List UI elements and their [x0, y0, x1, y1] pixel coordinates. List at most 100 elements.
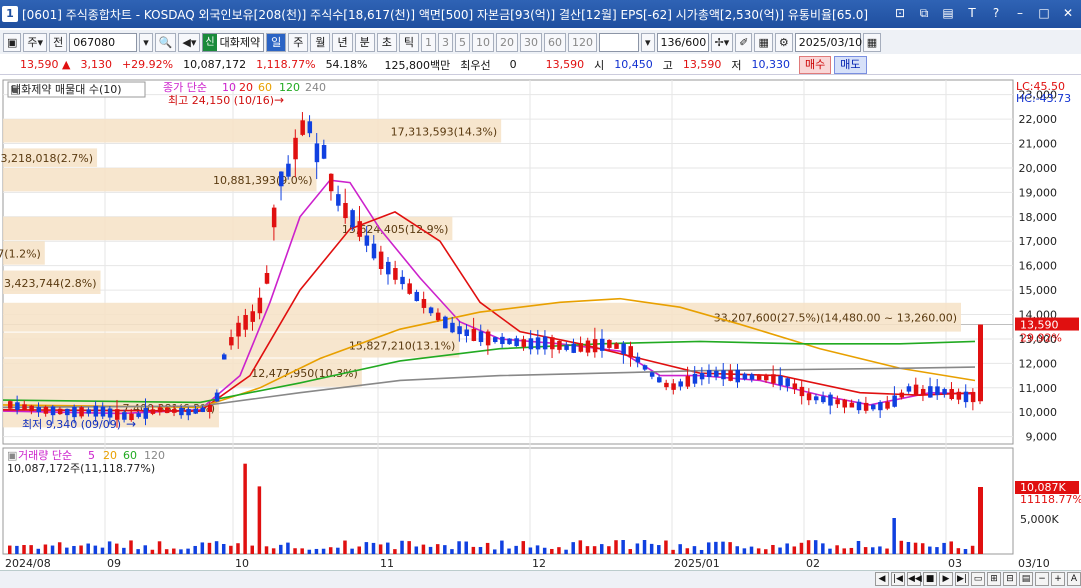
stock-name-field[interactable]: 신 대화제약 — [202, 32, 265, 52]
save-icon[interactable]: ▦ — [754, 32, 773, 52]
candle-body — [364, 235, 370, 246]
candle-body — [214, 392, 220, 402]
draw-tool-icon[interactable]: ✐ — [735, 32, 753, 52]
search-icon[interactable]: 🔍 — [154, 32, 177, 52]
period-day[interactable]: 일 — [266, 32, 287, 52]
sell-button[interactable]: 매도 — [834, 55, 867, 74]
volume-bar — [350, 548, 354, 554]
period-tick[interactable]: 틱 — [398, 32, 419, 52]
menu-icon[interactable]: ▣ — [3, 32, 22, 52]
interval-20[interactable]: 20 — [495, 32, 518, 52]
volume-bar — [878, 546, 882, 554]
period-year[interactable]: 년 — [332, 32, 353, 52]
interval-3[interactable]: 3 — [437, 32, 453, 52]
candle-body — [478, 331, 484, 343]
title-bar: 1 [0601] 주식종합차트 - KOSDAQ 외국인보유[208(천)] 주… — [0, 0, 1081, 28]
font-size-icon[interactable]: A — [1067, 572, 1081, 586]
candle-body — [614, 343, 619, 349]
link-icon[interactable]: ⊡ — [894, 6, 906, 20]
help-icon[interactable]: ? — [992, 6, 1000, 20]
scroll-left-icon[interactable]: ◀ — [875, 572, 889, 586]
low-marker-label: 최저 9,340 (09/09) — [22, 418, 121, 431]
volume-bar — [8, 545, 12, 554]
high-marker-arrow-icon: → — [274, 93, 284, 107]
minus-icon[interactable]: − — [1035, 572, 1049, 586]
volume-bar — [685, 548, 690, 554]
prev-icon[interactable]: ◀◀ — [907, 572, 922, 586]
tile-icon[interactable]: ▤ — [942, 6, 954, 20]
volume-bar — [692, 546, 697, 554]
stock-chart[interactable]: 3,218,018(2.7%) 17,313,593(14.3%) 10,881,3… — [0, 77, 1081, 570]
period-month[interactable]: 월 — [310, 32, 331, 52]
restore-icon[interactable]: ⧉ — [919, 6, 929, 20]
maximize-icon[interactable]: □ — [1038, 6, 1050, 20]
volume-profile-header-box[interactable] — [7, 81, 146, 98]
volume-bar — [521, 541, 526, 554]
market-type-label: 주 — [27, 36, 38, 49]
text-tool-icon[interactable]: T — [968, 6, 976, 20]
date-input[interactable]: 2025/03/10 — [794, 32, 862, 52]
close-icon[interactable]: ✕ — [1062, 6, 1074, 20]
interval-30[interactable]: 30 — [519, 32, 542, 52]
settings-gear-icon[interactable]: ⚙ — [774, 32, 793, 52]
chart-type-icon[interactable]: ▤ — [1019, 572, 1033, 586]
candle-body — [400, 276, 405, 285]
bar-count-input[interactable]: 136/600 — [656, 32, 709, 52]
candle-body — [942, 389, 947, 395]
volume-bar — [542, 547, 547, 554]
volume-ratio: 1,118.77% — [256, 58, 316, 71]
candle-body — [93, 405, 99, 417]
candle-body — [557, 340, 562, 350]
candle-body — [507, 338, 512, 345]
y-tick-label: 11,000 — [1019, 382, 1058, 395]
zoom-out-icon[interactable]: ⊟ — [1003, 572, 1017, 586]
y-tick-label: 20,000 — [1019, 162, 1058, 175]
low-label: 저 — [731, 58, 742, 72]
volume-profile-label: 17,313,593(14.3%) — [391, 125, 498, 138]
volume-profile-label: 15,624,405(12.9%) — [342, 223, 449, 236]
market-type-select[interactable]: 주 ▾ — [23, 32, 48, 52]
interval-10[interactable]: 10 — [471, 32, 494, 52]
interval-dropdown-icon[interactable]: ▾ — [640, 32, 655, 52]
ma-legend-60: 60 — [258, 81, 272, 94]
volume-bar — [50, 545, 55, 554]
volume-bar — [778, 547, 782, 554]
volume-profile-bar — [3, 270, 101, 294]
bottom-scroll-bar[interactable] — [0, 570, 1081, 588]
candle-body — [15, 402, 20, 410]
volume-legend-5: 5 — [88, 449, 95, 462]
candle-body — [785, 378, 790, 387]
minimize-icon[interactable]: – — [1017, 6, 1023, 20]
period-second[interactable]: 초 — [376, 32, 397, 52]
interval-120[interactable]: 120 — [567, 32, 597, 52]
candle-body — [493, 337, 498, 343]
zoom-fit-icon[interactable]: ▭ — [971, 572, 985, 586]
stop-icon[interactable]: ■ — [923, 572, 937, 586]
calendar-icon[interactable]: ▦ — [862, 32, 882, 52]
priority-label: 최우선 — [460, 58, 491, 72]
interval-1[interactable]: 1 — [420, 32, 436, 52]
code-dropdown-icon[interactable]: ▾ — [139, 32, 153, 52]
jeon-button[interactable]: 전 — [49, 32, 68, 52]
interval-custom-input[interactable] — [598, 32, 639, 52]
first-icon[interactable]: |◀ — [891, 572, 905, 586]
candle-body — [293, 137, 298, 160]
volume-bar — [892, 518, 896, 554]
period-minute[interactable]: 분 — [354, 32, 375, 52]
zoom-in-icon[interactable]: ⊞ — [987, 572, 1001, 586]
candle-body — [264, 272, 270, 284]
speaker-icon[interactable]: ◀▾ — [178, 32, 201, 52]
period-week[interactable]: 주 — [288, 32, 309, 52]
last-icon[interactable]: ▶| — [955, 572, 969, 586]
interval-60[interactable]: 60 — [543, 32, 566, 52]
interval-5[interactable]: 5 — [454, 32, 470, 52]
volume-profile-label: 33,207,600(27.5%)(14,480.00 ~ 13,260.00) — [714, 312, 957, 325]
buy-button[interactable]: 매수 — [799, 55, 832, 74]
stock-code-input[interactable]: 067080 — [69, 32, 138, 52]
indicator-tool-icon[interactable]: ✢▾ — [710, 32, 734, 52]
volume-bar — [72, 545, 76, 554]
high-marker-label: 최고 24,150 (10/16) — [168, 94, 274, 107]
next-icon[interactable]: ▶ — [939, 572, 953, 586]
plus-icon[interactable]: + — [1051, 572, 1065, 586]
volume-bar — [514, 545, 518, 554]
